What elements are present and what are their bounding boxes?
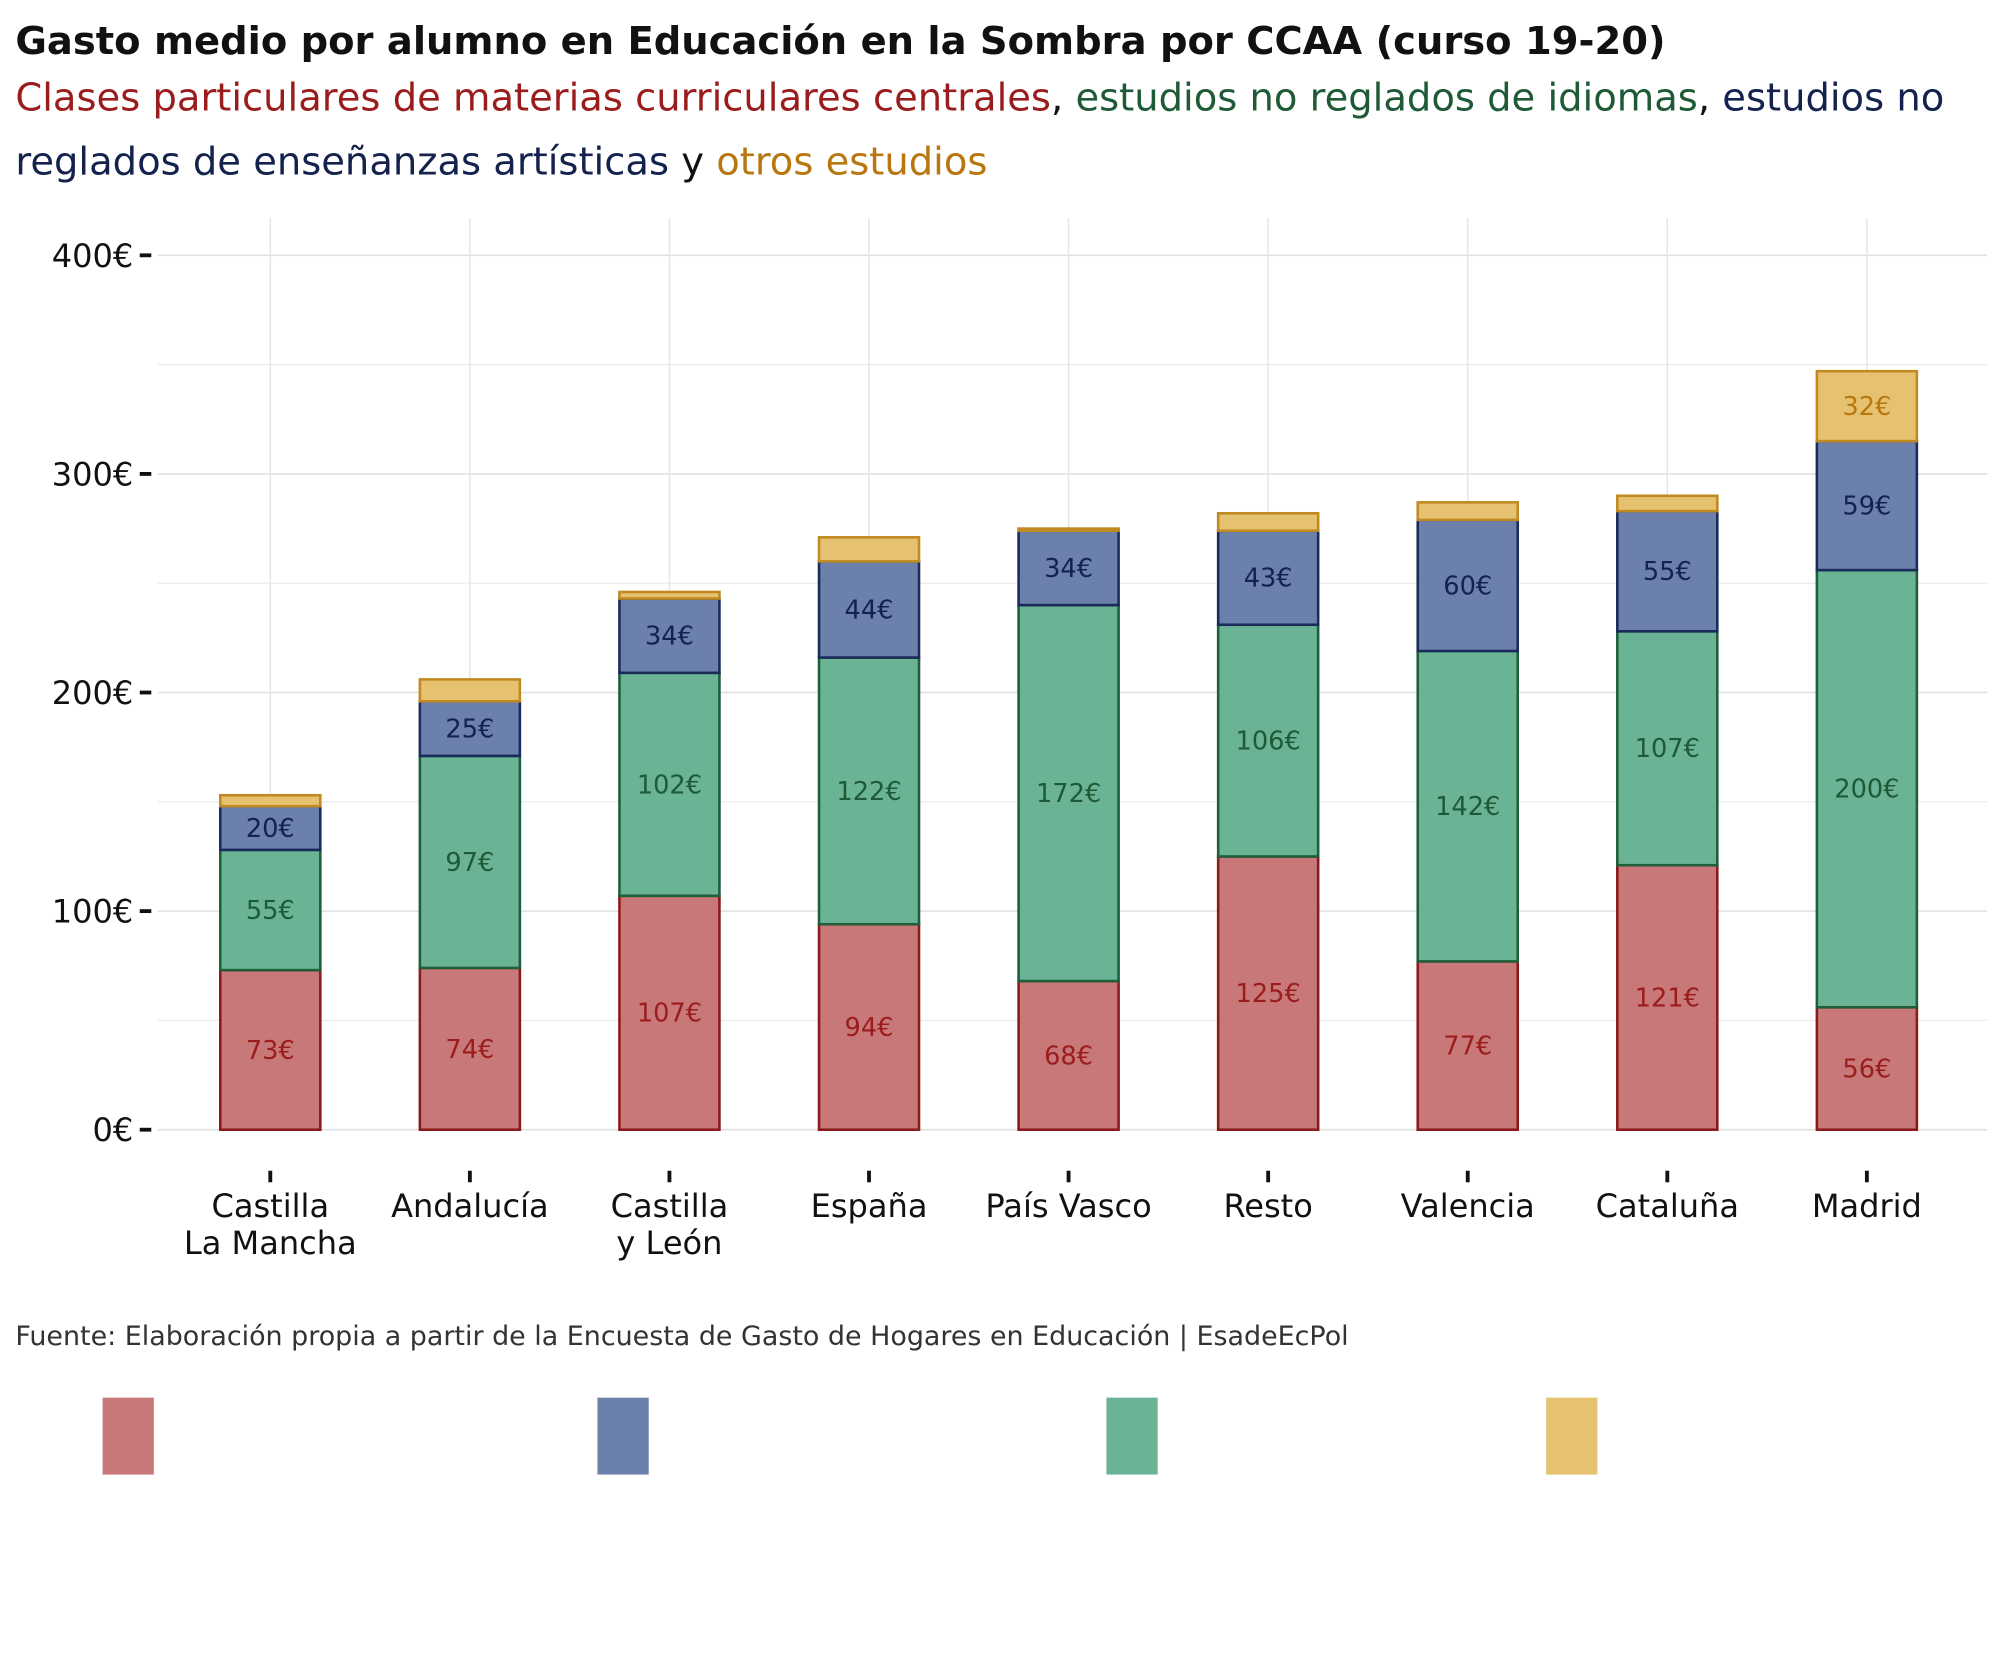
x-tick-label-line: País Vasco [985,1187,1151,1225]
value-label: 77€ [1443,1032,1492,1062]
bar-segment [1017,529,1120,607]
legend-swatch [1546,1397,1598,1475]
bar-segment [418,966,522,1131]
source-note: Fuente: Elaboración propia a partir de l… [15,1321,1348,1352]
value-label: 94€ [845,1013,894,1043]
value-label: 107€ [1635,734,1700,764]
bar-segment [1616,494,1719,513]
value-label: 34€ [645,622,694,652]
value-label: 55€ [1643,557,1692,587]
x-tick-label-line: Cataluña [1596,1187,1739,1225]
x-tick-label: Madrid [1812,1187,1922,1225]
bar-segment [1616,630,1719,867]
bar-segment [219,793,322,808]
value-label: 55€ [246,896,295,926]
x-tick-label-line: Castilla [611,1187,729,1225]
subtitle-part: estudios no reglados de idiomas [1075,75,1698,121]
bar-segment [219,968,322,1131]
value-label: 44€ [845,595,894,625]
bar-segment [817,656,921,926]
subtitle-part: , [1697,75,1723,121]
value-label: 200€ [1834,775,1899,805]
bar-segment [618,590,721,600]
value-label: 122€ [836,777,901,807]
x-tick-label-line: España [811,1187,928,1225]
value-label: 97€ [445,848,494,878]
bar-segment [1416,518,1520,653]
value-label: 172€ [1036,779,1101,809]
x-tick-label: Castilla La Mancha [184,1187,357,1262]
value-label: 142€ [1435,792,1500,822]
bar-segment [1416,960,1520,1131]
y-tick-label: 0€ [93,1111,134,1149]
value-label: 32€ [1842,392,1891,422]
bar-segment [418,678,522,703]
value-label: 59€ [1842,492,1891,522]
value-label: 73€ [246,1036,295,1066]
x-tick-label: Cataluña [1596,1187,1739,1225]
bar-segment [1616,509,1719,633]
value-label: 106€ [1236,727,1301,757]
x-tick-label-line: Andalucía [391,1187,549,1225]
x-tick-label-line: La Mancha [184,1224,357,1262]
labels: Castilla La Mancha73€55€20€Andalucía74€97… [102,392,1922,1475]
bar-segment [817,536,921,563]
value-label: 34€ [1044,554,1093,584]
y-tick-label: 400€ [52,237,134,275]
bar-segment [1216,529,1320,627]
chart-title: Gasto medio por alumno en Educación en l… [15,19,1665,64]
subtitle-box: Clases particulares de materias curricul… [15,67,1997,195]
bar-segment [418,699,522,758]
subtitle-part: otros estudios [716,139,988,185]
value-label: 68€ [1044,1041,1093,1071]
x-tick-label-line: Valencia [1401,1187,1535,1225]
bar-segment [1017,603,1120,983]
x-tick-label-line: Castilla [211,1187,329,1225]
bar-segment [1017,527,1120,533]
bar-segment [1416,649,1520,963]
value-label: 56€ [1842,1054,1891,1084]
bar-segment [1216,855,1320,1131]
value-label: 74€ [445,1035,494,1065]
x-tick-label: País Vasco [985,1187,1151,1225]
bars [219,369,1919,1131]
x-tick-label-line: y León [616,1224,722,1262]
y-tick-label: 100€ [52,893,134,931]
value-label: 107€ [637,999,702,1029]
legend-swatch [1106,1397,1158,1475]
bar-segment [1616,863,1719,1131]
x-tick-label: Resto [1223,1187,1312,1225]
subtitle-part: y [668,139,717,185]
x-tick-label: Andalucía [391,1187,549,1225]
bar-segment [219,848,322,972]
subtitle-part: Clases particulares de materias curricul… [15,75,1051,121]
bar-segment [1216,511,1320,533]
chart-subtitle: Clases particulares de materias curricul… [15,67,1997,195]
bar-segment [1815,369,1919,443]
y-tick-label: 300€ [52,455,134,493]
subtitle-part: , [1050,75,1076,121]
x-tick-label: Castilla y León [611,1187,729,1262]
y-tick-label: 200€ [52,674,134,712]
value-label: 102€ [637,770,702,800]
subtitle-part: estudios no reglados de enseñanzas artís… [15,75,1945,185]
value-label: 20€ [246,814,295,844]
bar-segment [1416,501,1520,522]
bar-segment [418,754,522,970]
value-label: 125€ [1236,979,1301,1009]
value-label: 121€ [1635,983,1700,1013]
legend-swatch [102,1397,154,1475]
value-label: 60€ [1443,571,1492,601]
legend-swatch [597,1397,649,1475]
x-tick-label-line: Resto [1223,1187,1312,1225]
x-tick-label: España [811,1187,928,1225]
value-label: 25€ [445,715,494,745]
x-tick-label-line: Madrid [1812,1187,1922,1225]
x-tick-label: Valencia [1401,1187,1535,1225]
value-label: 43€ [1244,564,1293,594]
